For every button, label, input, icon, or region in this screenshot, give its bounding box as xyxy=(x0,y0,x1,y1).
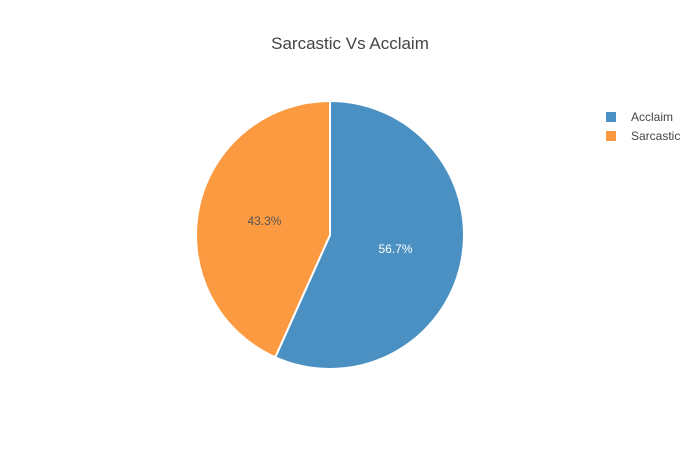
legend-label-acclaim: Acclaim xyxy=(631,109,674,124)
pie-slice-sarcastic[interactable] xyxy=(195,99,331,359)
legend-label-sarcastic: Sarcastic xyxy=(631,128,681,143)
legend: Acclaim Sarcastic xyxy=(606,107,680,145)
legend-swatch-sarcastic xyxy=(606,130,616,141)
legend-swatch-acclaim xyxy=(606,111,616,122)
chart-title: Sarcastic Vs Acclaim xyxy=(271,34,429,53)
slice-label-acclaim: 56.7% xyxy=(379,242,413,256)
legend-item-acclaim[interactable]: Acclaim xyxy=(606,107,680,126)
legend-item-sarcastic[interactable]: Sarcastic xyxy=(606,126,680,145)
pie-slice-acclaim[interactable] xyxy=(273,99,465,370)
slice-label-sarcastic: 43.3% xyxy=(247,214,281,228)
